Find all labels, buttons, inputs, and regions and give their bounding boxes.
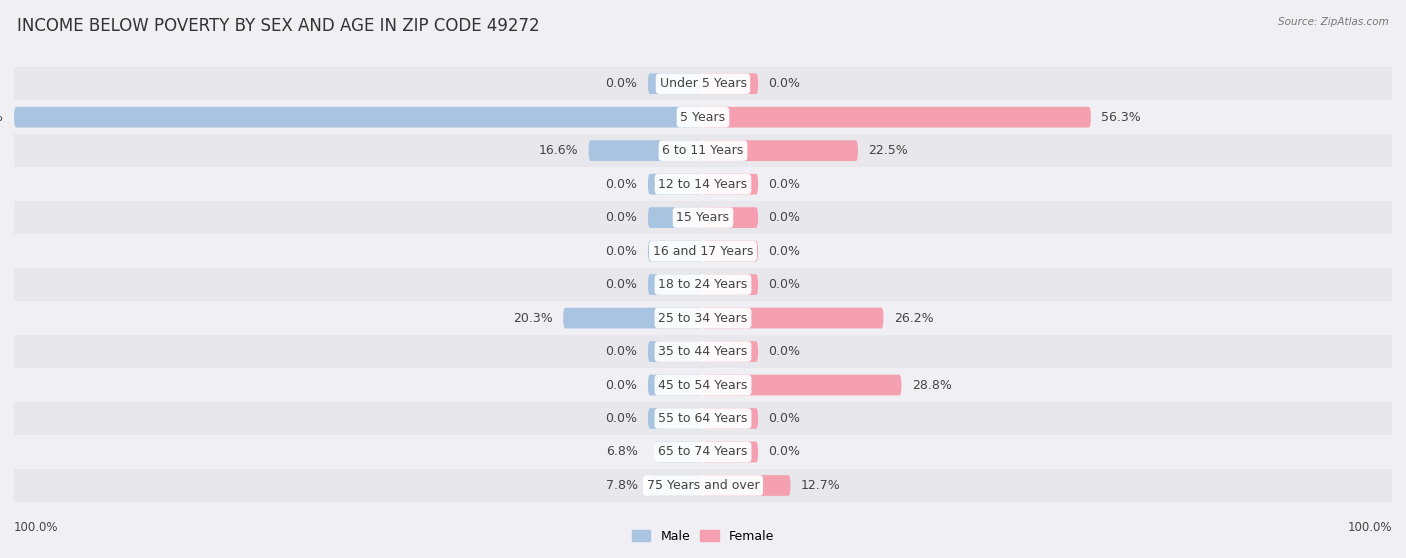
Text: 100.0%: 100.0% (14, 521, 59, 533)
FancyBboxPatch shape (703, 374, 901, 396)
Text: 56.3%: 56.3% (1101, 110, 1140, 124)
Text: Under 5 Years: Under 5 Years (659, 77, 747, 90)
FancyBboxPatch shape (703, 307, 883, 329)
Text: 0.0%: 0.0% (769, 445, 800, 459)
Text: 75 Years and over: 75 Years and over (647, 479, 759, 492)
Text: 55 to 64 Years: 55 to 64 Years (658, 412, 748, 425)
Text: 0.0%: 0.0% (606, 378, 637, 392)
Bar (14, 201, 1392, 234)
FancyBboxPatch shape (14, 107, 703, 128)
Text: 65 to 74 Years: 65 to 74 Years (658, 445, 748, 459)
Text: 15 Years: 15 Years (676, 211, 730, 224)
FancyBboxPatch shape (648, 73, 703, 94)
Text: 0.0%: 0.0% (606, 412, 637, 425)
Text: 100.0%: 100.0% (1347, 521, 1392, 533)
FancyBboxPatch shape (650, 475, 703, 496)
FancyBboxPatch shape (703, 73, 758, 94)
Text: 7.8%: 7.8% (606, 479, 637, 492)
FancyBboxPatch shape (648, 274, 703, 295)
FancyBboxPatch shape (648, 207, 703, 228)
Text: 12.7%: 12.7% (801, 479, 841, 492)
Text: 0.0%: 0.0% (769, 278, 800, 291)
Bar (14, 335, 1392, 368)
Text: 45 to 54 Years: 45 to 54 Years (658, 378, 748, 392)
FancyBboxPatch shape (564, 307, 703, 329)
Bar (14, 67, 1392, 100)
Bar (14, 301, 1392, 335)
FancyBboxPatch shape (703, 441, 758, 463)
Text: 16.6%: 16.6% (538, 144, 578, 157)
FancyBboxPatch shape (657, 441, 703, 463)
FancyBboxPatch shape (589, 140, 703, 161)
Text: 0.0%: 0.0% (606, 211, 637, 224)
Text: 0.0%: 0.0% (769, 412, 800, 425)
FancyBboxPatch shape (648, 240, 703, 262)
FancyBboxPatch shape (703, 475, 790, 496)
FancyBboxPatch shape (648, 374, 703, 396)
FancyBboxPatch shape (703, 107, 1091, 128)
Text: 20.3%: 20.3% (513, 311, 553, 325)
Text: 0.0%: 0.0% (606, 345, 637, 358)
Bar (14, 435, 1392, 469)
Bar (14, 134, 1392, 167)
FancyBboxPatch shape (703, 207, 758, 228)
Text: 22.5%: 22.5% (869, 144, 908, 157)
Text: 100.0%: 100.0% (0, 110, 4, 124)
Text: 6.8%: 6.8% (606, 445, 637, 459)
FancyBboxPatch shape (703, 408, 758, 429)
Bar (14, 469, 1392, 502)
Text: 12 to 14 Years: 12 to 14 Years (658, 177, 748, 191)
FancyBboxPatch shape (703, 274, 758, 295)
Bar (14, 368, 1392, 402)
Text: 35 to 44 Years: 35 to 44 Years (658, 345, 748, 358)
Text: 16 and 17 Years: 16 and 17 Years (652, 244, 754, 258)
Text: 0.0%: 0.0% (606, 77, 637, 90)
Text: 0.0%: 0.0% (606, 244, 637, 258)
Text: 0.0%: 0.0% (769, 77, 800, 90)
Text: 0.0%: 0.0% (769, 177, 800, 191)
FancyBboxPatch shape (648, 341, 703, 362)
Text: 25 to 34 Years: 25 to 34 Years (658, 311, 748, 325)
FancyBboxPatch shape (703, 174, 758, 195)
Text: 6 to 11 Years: 6 to 11 Years (662, 144, 744, 157)
FancyBboxPatch shape (703, 240, 758, 262)
FancyBboxPatch shape (648, 408, 703, 429)
Bar (14, 234, 1392, 268)
Text: 0.0%: 0.0% (769, 244, 800, 258)
FancyBboxPatch shape (703, 140, 858, 161)
Text: INCOME BELOW POVERTY BY SEX AND AGE IN ZIP CODE 49272: INCOME BELOW POVERTY BY SEX AND AGE IN Z… (17, 17, 540, 35)
Bar (14, 268, 1392, 301)
Bar (14, 167, 1392, 201)
Text: 28.8%: 28.8% (911, 378, 952, 392)
Text: 0.0%: 0.0% (606, 177, 637, 191)
Text: 5 Years: 5 Years (681, 110, 725, 124)
Text: 0.0%: 0.0% (769, 211, 800, 224)
Text: 0.0%: 0.0% (606, 278, 637, 291)
FancyBboxPatch shape (648, 174, 703, 195)
Text: 26.2%: 26.2% (894, 311, 934, 325)
Text: 18 to 24 Years: 18 to 24 Years (658, 278, 748, 291)
Bar (14, 100, 1392, 134)
Legend: Male, Female: Male, Female (627, 525, 779, 548)
Text: Source: ZipAtlas.com: Source: ZipAtlas.com (1278, 17, 1389, 27)
Bar (14, 402, 1392, 435)
FancyBboxPatch shape (703, 341, 758, 362)
Text: 0.0%: 0.0% (769, 345, 800, 358)
